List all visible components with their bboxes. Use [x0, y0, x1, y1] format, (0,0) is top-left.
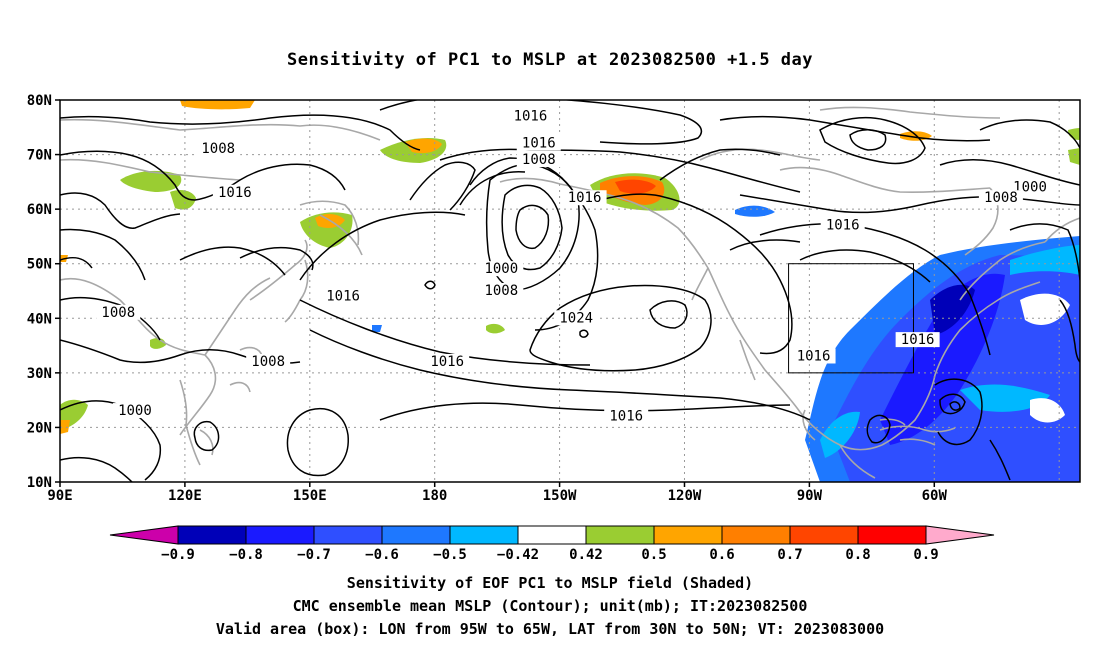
colorbar-segment [789, 525, 859, 545]
latitude-labels: 80N 70N 60N 50N 40N 30N 20N 10N [27, 93, 60, 491]
contour-label-bg [321, 288, 366, 304]
lat-label: 80N [27, 93, 52, 109]
contour-label: 1016 [609, 409, 643, 425]
lon-label: 90E [47, 488, 72, 504]
lat-label: 70N [27, 148, 52, 164]
contour-label: 1016 [568, 190, 602, 206]
colorbar-label: 0.6 [709, 547, 734, 563]
caption-valid-area: Valid area (box): LON from 95W to 65W, L… [215, 620, 885, 638]
contour-label-bg [425, 353, 470, 369]
contour-label: 1016 [430, 354, 464, 370]
lat-label: 50N [27, 257, 52, 273]
colorbar-segment [177, 525, 247, 545]
colorbar-high-arrow [925, 525, 995, 545]
colorbar-segment [857, 525, 927, 545]
colorbar-label: 0.42 [569, 547, 603, 563]
colorbar-segment [653, 525, 723, 545]
colorbar-low-arrow [109, 525, 179, 545]
colorbar-label: −0.7 [297, 547, 331, 563]
mslp-contours [60, 100, 1080, 482]
contour-label: 1008 [201, 141, 235, 157]
contour-label: 1016 [826, 218, 860, 234]
lon-label: 150W [543, 488, 577, 504]
contour-label: 1008 [984, 190, 1018, 206]
lon-label: 120W [668, 488, 702, 504]
map-frame [59, 99, 1081, 483]
colorbar-segment [313, 525, 383, 545]
contour-label-bg [96, 304, 141, 320]
colorbar-label: 0.8 [845, 547, 870, 563]
colorbar-label: −0.8 [229, 547, 263, 563]
contour-label-bg [516, 152, 561, 168]
lon-label: 60W [922, 488, 948, 504]
contour-label-bg [895, 332, 940, 348]
lat-label: 60N [27, 202, 52, 218]
contour-label-bg [562, 190, 607, 206]
contour-label-bg [112, 403, 157, 419]
colorbar-label: −0.42 [497, 547, 539, 563]
contour-label-bg [246, 353, 291, 369]
colorbar-label: 0.9 [913, 547, 938, 563]
colorbar-segment [449, 525, 519, 545]
contour-label-bg [554, 310, 599, 326]
caption-contour: CMC ensemble mean MSLP (Contour); unit(m… [292, 597, 808, 615]
colorbar-segment [245, 525, 315, 545]
lat-label: 10N [27, 475, 52, 491]
lat-label: 20N [27, 420, 52, 436]
lon-label: 90W [797, 488, 823, 504]
contour-label: 1008 [101, 305, 135, 321]
contour-label-bg [978, 190, 1023, 206]
lat-label: 40N [27, 311, 52, 327]
caption-shading: Sensitivity of EOF PC1 to MSLP field (Sh… [346, 574, 754, 592]
shading-negative [372, 205, 1080, 482]
figure-title: Sensitivity of PC1 to MSLP at 2023082500… [286, 50, 813, 70]
contour-label-bg [791, 348, 836, 364]
contour-label: 1016 [514, 108, 548, 124]
contour-label: 1016 [797, 348, 831, 364]
contour-label: 1008 [522, 152, 556, 168]
colorbar-segment [585, 525, 655, 545]
contour-label: 1000 [484, 261, 518, 277]
colorbar-segment [517, 525, 587, 545]
lon-label: 150E [293, 488, 327, 504]
contour-label-bg [212, 184, 257, 200]
colorbar-segment [721, 525, 791, 545]
colorbar-label: 0.7 [777, 547, 802, 563]
colorbar-label: 0.5 [641, 547, 666, 563]
contour-label-bg [516, 135, 561, 151]
contour-label-bg [604, 408, 649, 424]
contour-label: 1016 [326, 288, 360, 304]
colorbar-label: −0.6 [365, 547, 399, 563]
contour-label-bg [508, 108, 553, 124]
contour-label: 1016 [522, 136, 556, 152]
lon-label: 120E [168, 488, 202, 504]
contour-label: 1008 [484, 283, 518, 299]
contour-label-bg [479, 261, 524, 277]
contour-label: 1016 [218, 185, 252, 201]
contour-label-bg [820, 217, 865, 233]
colorbar-segment [381, 525, 451, 545]
longitude-labels: 90E 120E 150E 180 150W 120W 90W 60W [47, 482, 947, 504]
contour-label: 1024 [559, 310, 593, 326]
lon-label: 180 [422, 488, 447, 504]
contour-label: 1016 [901, 332, 935, 348]
contour-label-bg [196, 141, 241, 157]
gridlines [60, 100, 1080, 482]
shading-positive [60, 100, 1080, 434]
contour-label: 1008 [251, 354, 285, 370]
colorbar: −0.9 −0.8 −0.7 −0.6 −0.5 −0.42 0.42 0.5 0.6 0.7 0.… [109, 525, 995, 563]
valid-area-box [788, 263, 914, 374]
colorbar-label: −0.5 [433, 547, 467, 563]
lat-label: 30N [27, 366, 52, 382]
contour-label: 1000 [118, 403, 152, 419]
colorbar-label: −0.9 [161, 547, 195, 563]
contour-label-bg [479, 283, 524, 298]
